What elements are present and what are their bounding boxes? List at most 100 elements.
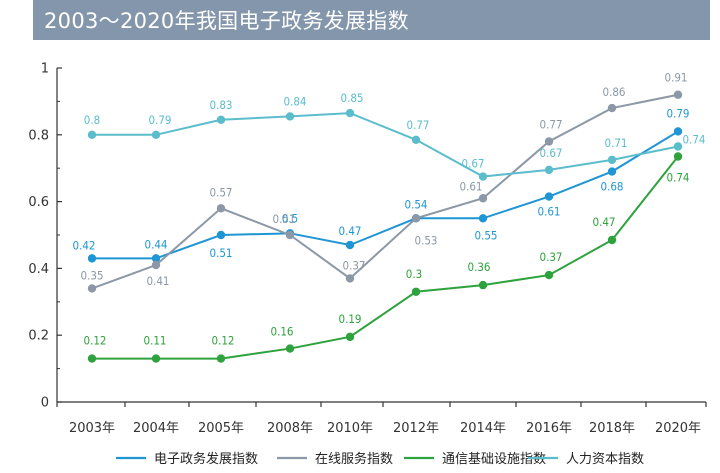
x-tick-label: 2004年 <box>133 421 179 436</box>
data-point <box>151 260 161 270</box>
data-point <box>411 214 421 223</box>
x-tick-label: 2008年 <box>267 421 313 436</box>
data-label: 0.55 <box>474 228 497 242</box>
data-label: 0.61 <box>459 179 482 193</box>
data-label: 0.12 <box>211 334 234 348</box>
data-point <box>478 280 488 290</box>
data-label: 0.44 <box>144 237 167 251</box>
data-label: 0.41 <box>146 274 169 288</box>
x-tick-label: 2005年 <box>198 421 244 436</box>
data-point <box>673 142 683 151</box>
data-point <box>607 103 617 113</box>
data-point <box>478 172 488 181</box>
data-label: 0.74 <box>682 132 705 146</box>
data-label: 0.36 <box>467 260 490 274</box>
data-label: 0.19 <box>338 312 361 326</box>
data-label: 0.85 <box>340 91 363 105</box>
y-tick-label: 0 <box>41 396 49 411</box>
data-label: 0.54 <box>404 197 427 211</box>
data-point <box>411 287 421 296</box>
data-point <box>345 108 355 118</box>
x-tick-label: 2003年 <box>69 421 115 436</box>
y-tick-label: 0.6 <box>28 195 49 210</box>
series-line <box>92 130 679 260</box>
data-point <box>544 192 554 201</box>
legend-label: 通信基础设施指数 <box>442 452 546 467</box>
data-point <box>345 240 355 250</box>
data-point <box>216 115 226 124</box>
data-label: 0.79 <box>148 113 171 127</box>
data-label: 0.71 <box>604 136 627 150</box>
data-point <box>544 137 554 146</box>
data-label: 0.5 <box>282 211 298 225</box>
data-point <box>285 112 295 121</box>
y-tick-label: 0.8 <box>28 128 49 143</box>
data-label: 0.35 <box>80 268 103 282</box>
data-label: 0.67 <box>539 146 562 160</box>
x-tick-label: 2010年 <box>327 421 373 436</box>
legend-label: 电子政务发展指数 <box>154 451 258 467</box>
data-label: 0.57 <box>209 185 232 199</box>
data-point <box>673 152 683 161</box>
data-point <box>87 354 97 363</box>
data-point <box>607 155 617 165</box>
data-label: 0.91 <box>664 71 687 85</box>
data-label: 0.77 <box>539 117 562 131</box>
data-point <box>87 254 97 263</box>
data-label: 0.47 <box>592 215 615 229</box>
data-label: 0.84 <box>283 94 306 108</box>
data-point <box>478 214 488 223</box>
data-label: 0.67 <box>461 157 484 171</box>
data-point <box>345 332 355 342</box>
data-label: 0.47 <box>338 224 361 238</box>
data-point <box>151 130 161 139</box>
data-point <box>216 230 226 240</box>
data-point <box>87 284 97 293</box>
data-point <box>216 354 226 363</box>
data-point <box>607 167 617 176</box>
y-tick-label: 0.4 <box>28 262 49 277</box>
data-label: 0.68 <box>600 180 623 194</box>
series-line <box>92 112 679 178</box>
data-point <box>151 354 161 363</box>
data-point <box>151 254 161 263</box>
data-label: 0.86 <box>602 85 625 99</box>
data-point <box>544 270 554 280</box>
chart-title: 2003～2020年我国电子政务发展指数 <box>44 9 409 33</box>
data-label: 0.12 <box>83 334 106 348</box>
data-point <box>285 344 295 353</box>
legend-label: 人力资本指数 <box>566 452 644 467</box>
x-tick-label: 2012年 <box>393 421 439 436</box>
data-label: 0.77 <box>406 118 429 132</box>
data-label: 0.51 <box>209 246 232 260</box>
data-label: 0.79 <box>666 106 689 120</box>
data-point <box>544 165 554 175</box>
data-point <box>673 90 683 99</box>
data-point <box>285 230 295 240</box>
data-point <box>345 274 355 283</box>
data-label: 0.37 <box>539 250 562 264</box>
data-point <box>216 204 226 213</box>
data-label: 0.51 <box>272 212 295 226</box>
data-label: 0.42 <box>72 238 95 252</box>
y-tick-label: 0.2 <box>28 329 49 344</box>
data-label: 0.16 <box>270 325 293 339</box>
x-tick-label: 2020年 <box>655 421 701 436</box>
data-point <box>411 135 421 145</box>
data-point <box>87 130 97 139</box>
y-tick-label: 1 <box>41 62 49 77</box>
x-tick-label: 2014年 <box>460 421 506 436</box>
data-point <box>673 127 683 136</box>
data-label: 0.8 <box>84 113 100 127</box>
data-label: 0.61 <box>537 205 560 219</box>
data-point <box>478 194 488 203</box>
data-point <box>607 235 617 245</box>
data-label: 0.11 <box>143 334 166 348</box>
x-tick-label: 2016年 <box>526 421 572 436</box>
series-line <box>92 155 679 360</box>
data-label: 0.83 <box>209 98 232 112</box>
x-tick-label: 2018年 <box>589 421 635 436</box>
data-label: 0.53 <box>414 233 437 247</box>
legend-label: 在线服务指数 <box>315 451 393 467</box>
